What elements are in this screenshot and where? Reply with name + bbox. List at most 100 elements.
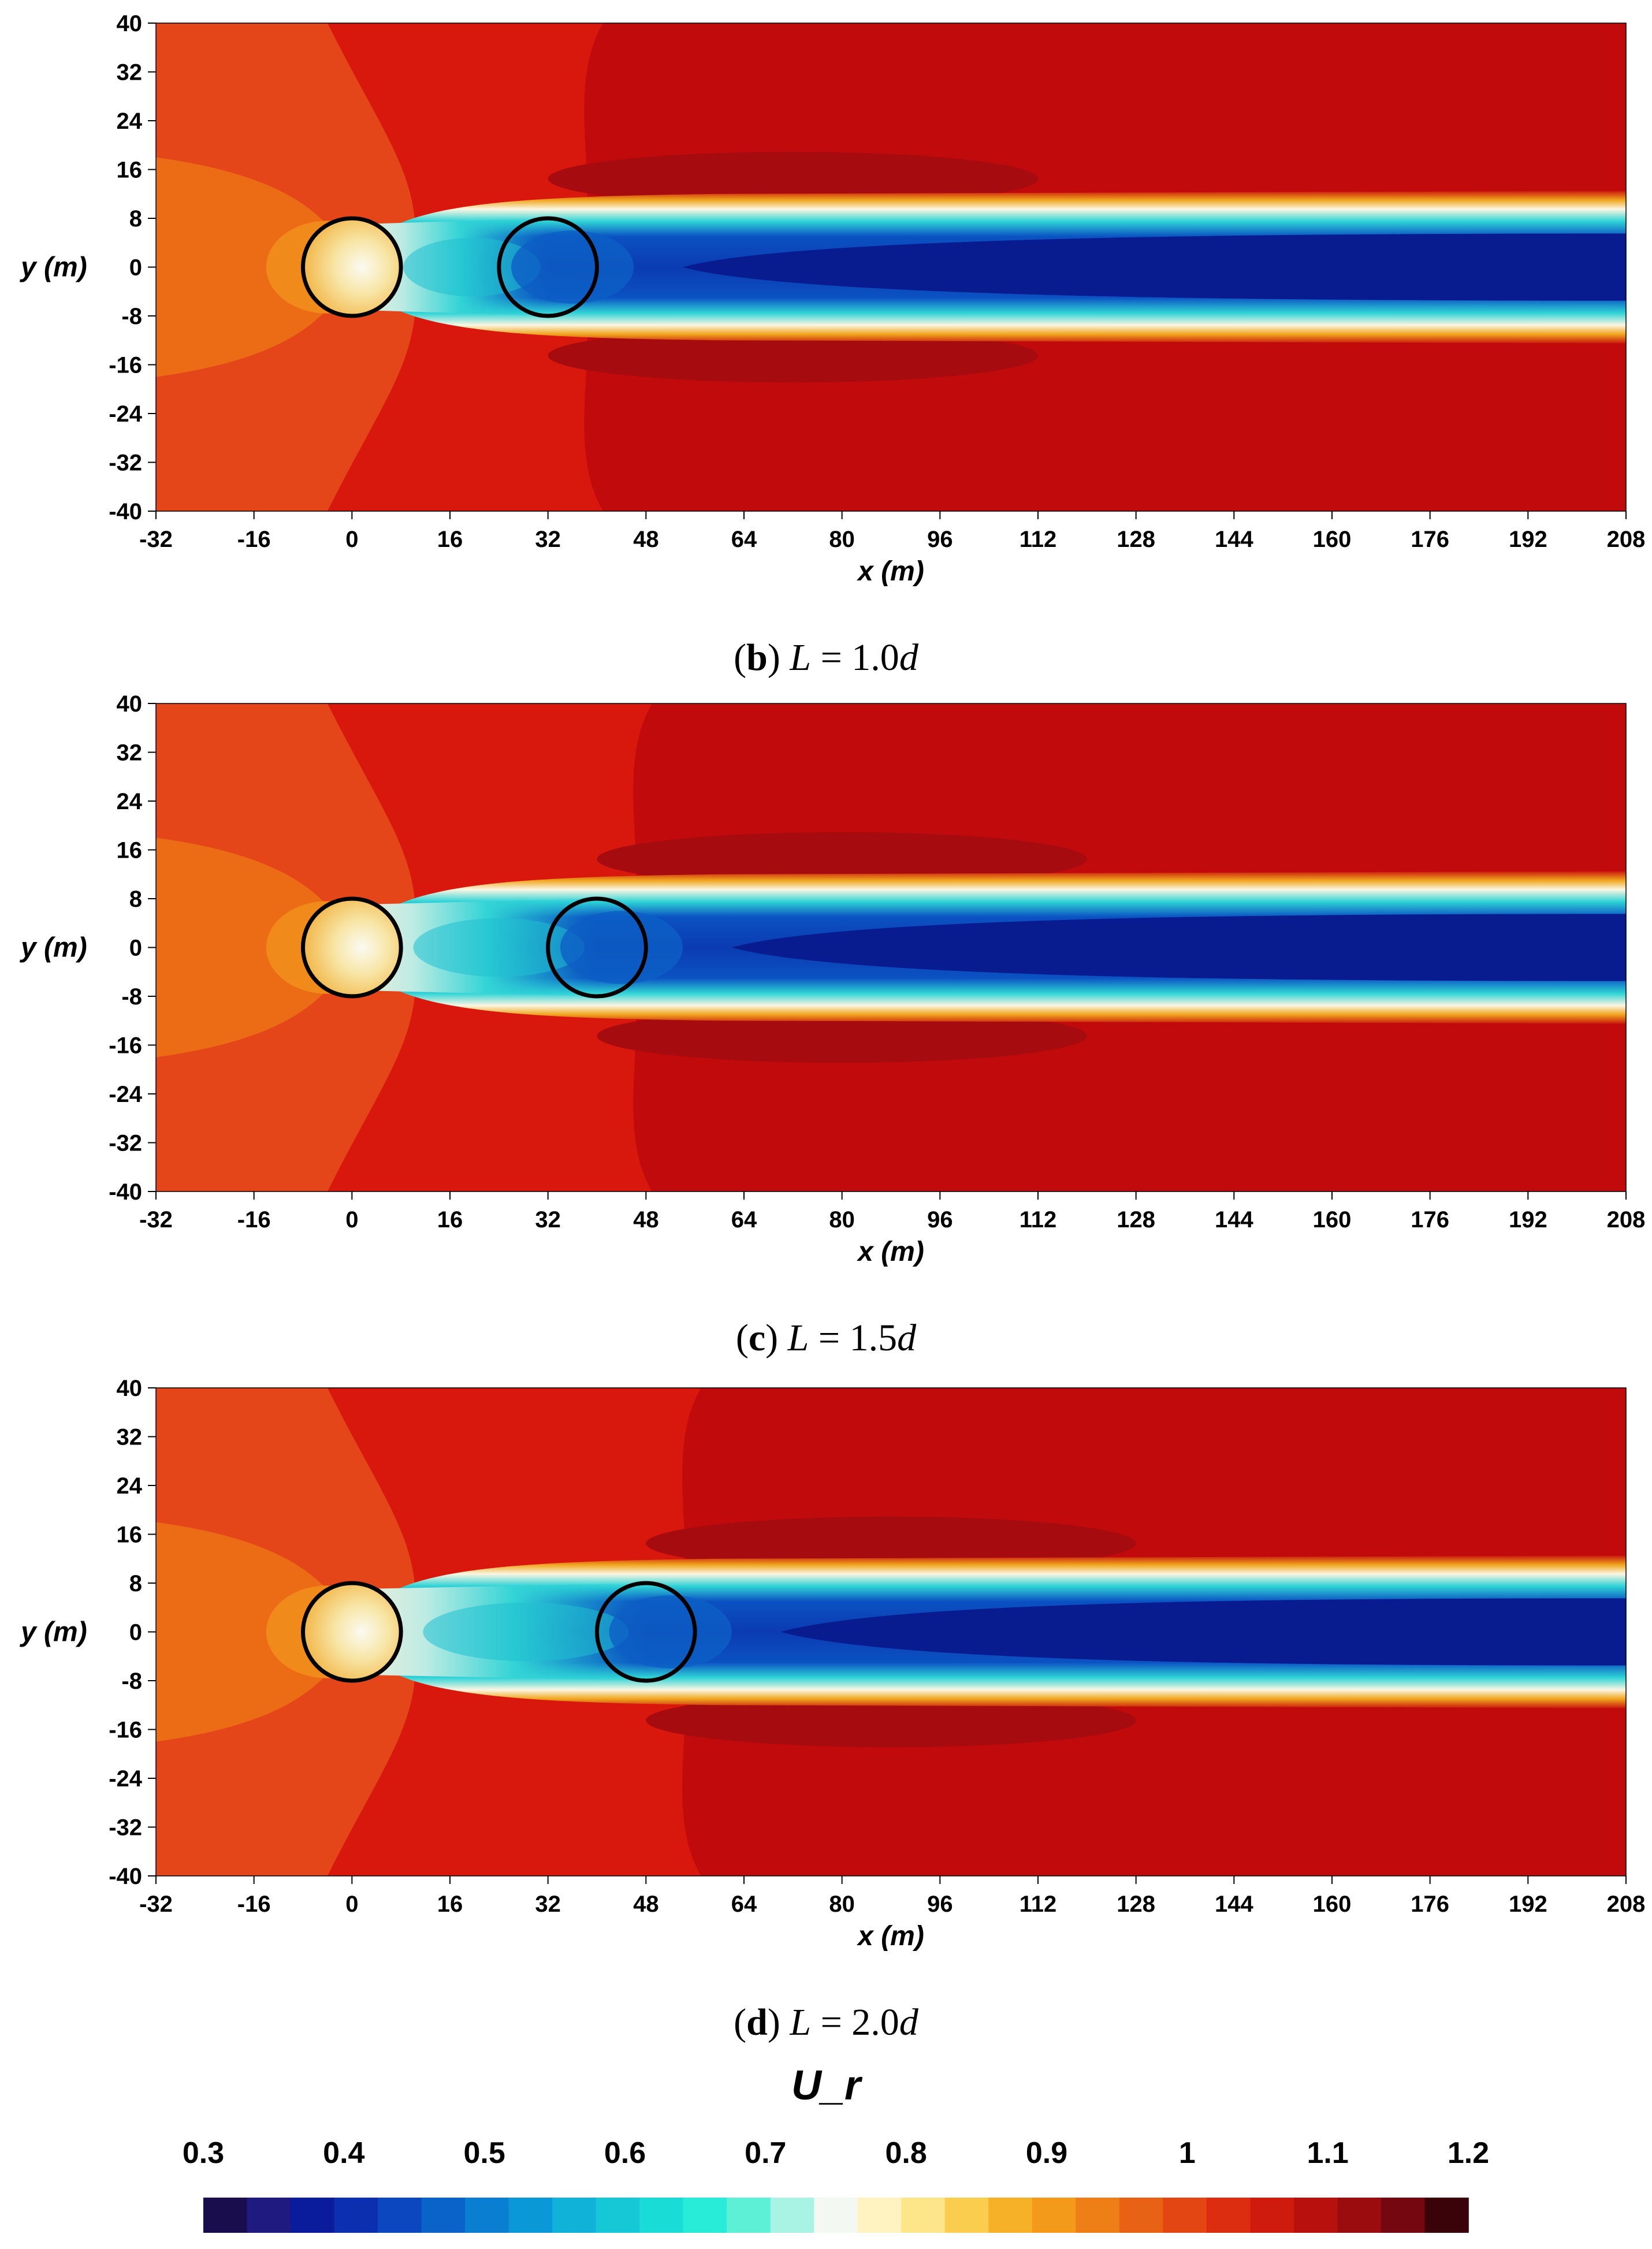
panel-caption: (c) L = 1.5d [736,1317,917,1359]
x-tick-label: 160 [1313,1207,1352,1233]
y-tick-label: 24 [117,109,143,134]
colorbar-tick-label: 0.4 [323,2136,364,2170]
x-tick-label: 48 [633,1207,659,1233]
x-tick-label: 80 [829,1891,855,1917]
x-tick-label: 192 [1509,527,1547,552]
x-tick-label: 208 [1607,527,1646,552]
y-tick-label: 0 [129,936,142,961]
x-tick-label: 160 [1313,1891,1352,1917]
x-tick-label: 128 [1117,1207,1155,1233]
colorbar-tick-label: 1.1 [1307,2136,1349,2170]
colorbar-swatch [291,2198,335,2233]
x-tick-label: 144 [1215,527,1253,552]
colorbar-tick-label: 1 [1179,2136,1196,2170]
x-tick-label: -16 [237,1891,271,1917]
y-tick-label: -8 [121,984,142,1010]
y-tick-label: 0 [129,1620,142,1645]
colorbar-tick-label: 0.8 [885,2136,927,2170]
x-tick-label: 64 [731,1891,757,1917]
x-tick-label: 160 [1313,527,1352,552]
colorbar-tick-label: 0.3 [183,2136,224,2170]
x-tick-label: 0 [345,527,358,552]
x-tick-label: 144 [1215,1891,1253,1917]
x-tick-label: 112 [1020,527,1057,552]
x-tick-label: 48 [633,1891,659,1917]
colorbar-swatch [1076,2198,1120,2233]
turbine-1 [301,1581,403,1683]
colorbar-tick-label: 0.6 [604,2136,646,2170]
x-tick-label: 96 [927,1891,953,1917]
velocity-field [156,1388,1626,1876]
turbine-2 [595,1581,697,1683]
y-tick-label: 8 [129,206,142,232]
x-tick-label: 32 [535,1207,561,1233]
y-tick-label: 40 [117,691,143,717]
y-tick-label: -40 [109,499,142,524]
y-tick-label: -16 [109,1033,142,1059]
colorbar-swatch [727,2198,771,2233]
colorbar-swatch [1206,2198,1251,2233]
x-tick-label: 192 [1509,1891,1547,1917]
colorbar-swatch [901,2198,946,2233]
colorbar-swatch [1293,2198,1338,2233]
x-tick-label: 80 [829,1207,855,1233]
colorbar-swatch [1424,2198,1469,2233]
x-tick-label: -32 [139,1891,173,1917]
y-tick-label: -40 [109,1864,142,1889]
turbine-2 [497,216,600,318]
y-tick-label: 32 [117,60,143,85]
colorbar-swatch [203,2198,248,2233]
colorbar-swatch [1250,2198,1294,2233]
x-tick-label: -16 [237,527,271,552]
velocity-field [156,703,1626,1191]
colorbar-swatch [508,2198,553,2233]
y-axis-label: y (m) [20,252,87,283]
colorbar-tick-label: 0.5 [464,2136,505,2170]
x-tick-label: 128 [1117,527,1155,552]
colorbar-swatch [1381,2198,1426,2233]
x-tick-label: -32 [139,527,173,552]
x-tick-label: 64 [731,527,757,552]
x-axis-label: x (m) [856,556,924,587]
colorbar-tick-label: 1.2 [1448,2136,1489,2170]
turbine-1 [301,896,403,999]
velocity-field [156,23,1626,511]
colorbar-swatch [334,2198,378,2233]
panel-c: -32 -16 0 16 32 48 64 80 96 112 128 144 160 176 192 208… [20,691,1645,1359]
colorbar-swatch [1163,2198,1207,2233]
colorbar-swatch [465,2198,509,2233]
colorbar-swatch [552,2198,597,2233]
y-tick-label: 40 [117,1376,143,1401]
colorbar-swatch [683,2198,728,2233]
colorbar-tick-label: 0.9 [1026,2136,1067,2170]
x-tick-label: -16 [237,1207,271,1233]
panel-caption: (d) L = 2.0d [734,2001,919,2043]
y-tick-label: -32 [109,1131,142,1156]
colorbar-swatch [988,2198,1033,2233]
x-tick-label: 192 [1509,1207,1547,1233]
colorbar-swatch [857,2198,902,2233]
y-tick-label: -24 [109,1766,143,1792]
x-tick-label: 96 [927,1207,953,1233]
y-tick-label: 24 [117,1473,143,1499]
x-axis-label: x (m) [856,1921,924,1952]
colorbar-swatch [1337,2198,1382,2233]
y-axis-label: y (m) [20,1617,87,1648]
y-tick-label: -24 [109,1082,143,1107]
x-tick-label: 16 [437,1207,463,1233]
x-tick-label: 208 [1607,1891,1646,1917]
panel-b: -32 -16 0 16 32 48 64 80 96 112 128 144 160 176 192 208… [20,11,1645,679]
y-tick-label: -32 [109,450,142,476]
x-tick-label: 112 [1020,1891,1057,1917]
colorbar-swatch [639,2198,684,2233]
colorbar: U_r 0.3 0.4 0.5 0.6 0.7 0.8 0.9 1 1.1 1.2 [183,2062,1489,2233]
x-tick-label: 0 [345,1891,358,1917]
y-tick-label: 32 [117,1425,143,1450]
y-tick-label: 24 [117,789,143,814]
y-tick-label: 8 [129,1571,142,1596]
x-tick-label: 48 [633,527,659,552]
colorbar-swatch [944,2198,989,2233]
x-tick-label: 176 [1411,1207,1449,1233]
x-tick-label: 80 [829,527,855,552]
